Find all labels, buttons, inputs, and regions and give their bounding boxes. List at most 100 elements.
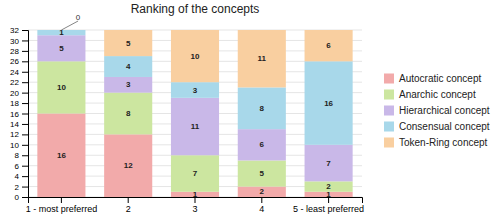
legend-swatch: [384, 138, 394, 148]
x-tick: 2: [126, 197, 131, 214]
data-label: 3: [126, 80, 131, 89]
bar-segment: [104, 93, 152, 135]
data-label: 11: [258, 54, 267, 63]
legend-label: Autocratic concept: [399, 73, 481, 84]
x-axis: 1 - most preferred 2 3 4 5 - least preferred: [26, 197, 364, 214]
x-tick: 3: [192, 197, 197, 214]
data-label: 1: [326, 190, 331, 199]
legend-item: Consensual concept: [384, 121, 490, 132]
y-tick-mark: [22, 51, 28, 52]
data-label: 6: [326, 41, 331, 50]
y-tick: 14: [10, 120, 28, 129]
y-tick-label: 16: [10, 110, 19, 119]
y-tick-mark: [22, 155, 28, 156]
x-tick: 1 - most preferred: [26, 197, 98, 214]
bar-segment: [37, 35, 85, 61]
data-label: 2: [326, 182, 331, 191]
y-tick: 18: [10, 99, 28, 108]
y-tick-label: 22: [10, 78, 19, 87]
data-label: 4: [126, 62, 131, 71]
y-tick-label: 20: [10, 89, 19, 98]
y-axis: 02468101214161820222426283032: [10, 26, 28, 202]
legend-label: Hierarchical concept: [399, 105, 490, 116]
bar-segment: [238, 160, 286, 186]
y-tick-mark: [22, 134, 28, 135]
legend: Autocratic concept Anarchic concept Hierar…: [384, 73, 490, 148]
legend-swatch: [384, 90, 394, 100]
bar-segment: [104, 30, 152, 56]
y-tick-label: 2: [15, 183, 20, 192]
y-tick: 22: [10, 78, 28, 87]
y-tick: 32: [10, 26, 28, 35]
data-label: 7: [193, 169, 198, 178]
y-tick-mark: [22, 114, 28, 115]
data-label: 5: [126, 39, 131, 48]
bar-segment: [171, 155, 219, 192]
bar-segment: [305, 30, 353, 61]
y-tick-label: 10: [10, 141, 19, 150]
y-tick: 30: [10, 36, 28, 45]
y-tick-label: 28: [10, 47, 19, 56]
y-tick-mark: [22, 187, 28, 188]
y-tick: 6: [15, 162, 28, 171]
x-tick: 4: [259, 197, 264, 214]
y-tick-mark: [22, 40, 28, 41]
data-label: 11: [191, 122, 200, 131]
x-tick-label: 2: [126, 204, 131, 214]
x-tick-label: 1 - most preferred: [26, 204, 98, 214]
x-tick-mark: [261, 197, 262, 203]
data-label: 6: [260, 140, 265, 149]
y-tick-mark: [22, 103, 28, 104]
y-tick-mark: [22, 176, 28, 177]
title: Ranking of the concepts: [131, 2, 260, 16]
x-tick-label: 4: [259, 204, 264, 214]
legend-item: Token-Ring concept: [384, 137, 488, 148]
y-tick-label: 30: [10, 36, 19, 45]
y-tick-mark: [22, 93, 28, 94]
data-label: 2: [260, 187, 265, 196]
legend-swatch: [384, 74, 394, 84]
bar-segment: [104, 56, 152, 77]
y-tick-label: 24: [10, 68, 19, 77]
data-labels: 1612121108752531167143816510116: [57, 28, 334, 199]
y-tick: 8: [15, 151, 28, 160]
bar-segment: [37, 114, 85, 198]
data-label: 3: [193, 86, 198, 95]
legend-label: Token-Ring concept: [399, 137, 488, 148]
bars: [37, 30, 352, 197]
y-tick-mark: [22, 166, 28, 167]
y-tick: 12: [10, 130, 28, 139]
bar-segment: [305, 145, 353, 182]
legend-label: Consensual concept: [399, 121, 490, 132]
y-tick-mark: [22, 197, 28, 198]
y-tick-label: 32: [10, 26, 19, 35]
data-label: 12: [124, 161, 133, 170]
y-tick-mark: [22, 82, 28, 83]
y-tick-mark: [22, 145, 28, 146]
y-tick: 28: [10, 47, 28, 56]
data-label: 16: [57, 151, 66, 160]
x-tick-label: 5 - least preferred: [293, 204, 364, 214]
bar-segment: [37, 61, 85, 113]
bar-segment: [104, 77, 152, 93]
y-tick-mark: [22, 61, 28, 62]
data-label: 5: [59, 44, 64, 53]
y-tick-label: 12: [10, 130, 19, 139]
y-tick: 24: [10, 68, 28, 77]
bar-segment: [171, 82, 219, 98]
legend-item: Anarchic concept: [384, 89, 476, 100]
x-tick: 5 - least preferred: [293, 197, 364, 214]
y-tick-label: 0: [15, 193, 20, 202]
bar-segment: [238, 30, 286, 87]
grid: [28, 30, 362, 197]
plot: 024681012141618202224262830321 - most pr…: [10, 13, 364, 214]
data-label: 5: [260, 169, 265, 178]
y-tick-label: 18: [10, 99, 19, 108]
bar-segment: [171, 30, 219, 82]
bar-segment: [238, 187, 286, 197]
data-label: 7: [326, 159, 331, 168]
data-label: 10: [191, 52, 200, 61]
y-tick: 26: [10, 57, 28, 66]
y-tick: 0: [15, 193, 28, 202]
bar-segment: [171, 98, 219, 155]
